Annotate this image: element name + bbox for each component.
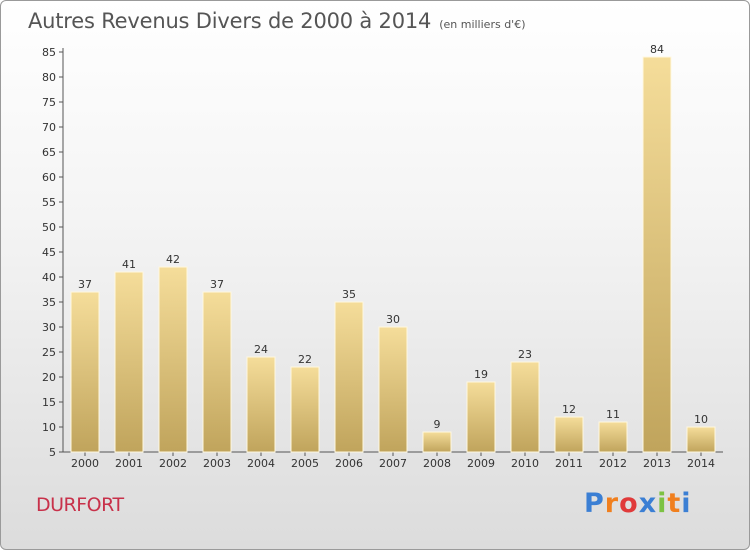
y-tick-label: 10 [42,421,56,434]
value-label-2012: 11 [606,408,620,421]
value-label-2001: 41 [122,258,136,271]
x-tick-label-2003: 2003 [203,457,231,470]
bar-2005 [290,366,320,453]
value-label-2000: 37 [78,278,92,291]
value-label-2004: 24 [254,343,268,356]
y-tick-label: 60 [42,171,56,184]
value-label-2005: 22 [298,353,312,366]
bar-2014 [686,426,716,453]
logo-letter: i [657,488,668,519]
value-label-2013: 84 [650,43,664,56]
x-tick-label-2013: 2013 [643,457,671,470]
y-tick-label: 80 [42,71,56,84]
bar-2000 [70,291,100,453]
bar-2002 [158,266,188,453]
y-tick-label: 65 [42,146,56,159]
bar-2008 [422,431,452,453]
bar-2006 [334,301,364,453]
y-tick-label: 40 [42,271,56,284]
bar-2013 [642,56,672,453]
y-tick-label: 35 [42,296,56,309]
value-label-2003: 37 [210,278,224,291]
x-tick-label-2012: 2012 [599,457,627,470]
y-tick-label: 45 [42,246,56,259]
y-tick-label: 75 [42,96,56,109]
x-tick-label-2000: 2000 [71,457,99,470]
x-tick-label-2005: 2005 [291,457,319,470]
bar-2009 [466,381,496,453]
value-label-2008: 9 [434,418,441,431]
bar-2003 [202,291,232,453]
x-tick-label-2004: 2004 [247,457,275,470]
y-tick-label: 85 [42,46,56,59]
value-label-2009: 19 [474,368,488,381]
x-tick-label-2011: 2011 [555,457,583,470]
y-tick-label: 25 [42,346,56,359]
chart-subtitle: (en milliers d'€) [439,18,526,31]
x-tick-label-2010: 2010 [511,457,539,470]
x-tick-label-2008: 2008 [423,457,451,470]
y-tick-label: 50 [42,221,56,234]
value-label-2006: 35 [342,288,356,301]
y-tick-label: 5 [49,446,56,459]
y-tick-label: 20 [42,371,56,384]
logo-letter: P [584,488,605,519]
logo-letter: o [619,488,639,519]
logo-letter: r [604,488,620,519]
y-tick-label: 70 [42,121,56,134]
logo-letter: t [667,488,682,519]
value-label-2014: 10 [694,413,708,426]
value-label-2007: 30 [386,313,400,326]
x-tick-label-2014: 2014 [687,457,715,470]
y-tick-label: 30 [42,321,56,334]
chart-title-text: Autres Revenus Divers de 2000 à 2014 [28,9,432,33]
x-tick-label-2009: 2009 [467,457,495,470]
value-label-2011: 12 [562,403,576,416]
value-label-2010: 23 [518,348,532,361]
bar-2012 [598,421,628,453]
bar-2007 [378,326,408,453]
x-tick-label-2002: 2002 [159,457,187,470]
y-tick-label: 15 [42,396,56,409]
proxiti-logo: Proxiti [584,488,692,519]
logo-letter: i [681,488,692,519]
bar-2001 [114,271,144,453]
x-tick-label-2006: 2006 [335,457,363,470]
place-name: DURFORT [36,494,124,516]
bar-2004 [246,356,276,453]
y-tick-label: 55 [42,196,56,209]
logo-letter: x [638,488,658,519]
bar-2011 [554,416,584,453]
x-tick-label-2001: 2001 [115,457,143,470]
x-tick-label-2007: 2007 [379,457,407,470]
value-label-2002: 42 [166,253,180,266]
bar-2010 [510,361,540,453]
chart-title: Autres Revenus Divers de 2000 à 2014 (en … [28,9,525,33]
